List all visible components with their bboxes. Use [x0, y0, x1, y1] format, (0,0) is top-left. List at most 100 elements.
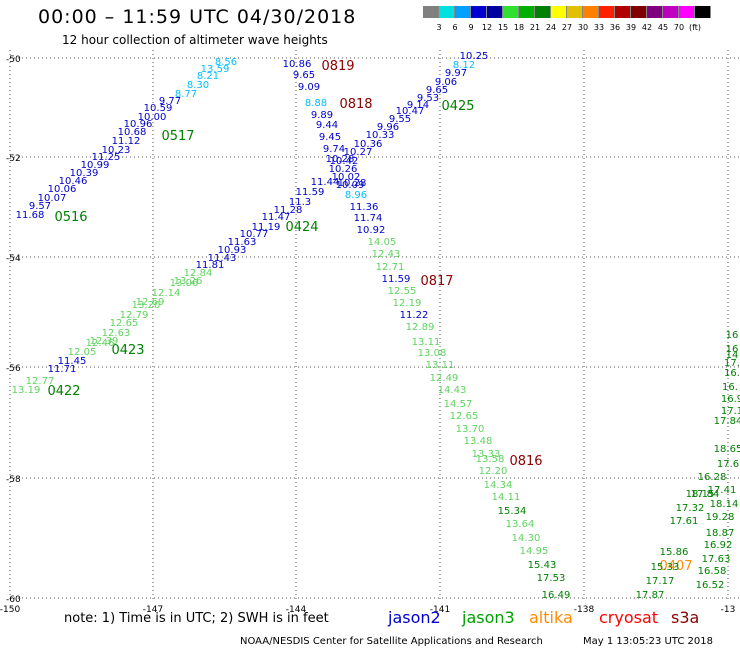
- wave-height-label: 14.43: [438, 385, 467, 396]
- wave-height-label: 11.47: [262, 212, 291, 223]
- legend-label: 42: [641, 23, 653, 32]
- wave-height-label: 8.12: [453, 60, 475, 71]
- wave-height-label: 17.53: [537, 573, 566, 584]
- wave-height-label: 11.12: [112, 136, 141, 147]
- legend-swatch: [583, 6, 599, 18]
- lon-label: -144: [286, 605, 307, 615]
- wave-height-label: 11.59: [296, 187, 325, 198]
- wave-height-label: 12.19: [393, 298, 422, 309]
- wave-height-label: 15.43: [528, 560, 557, 571]
- wave-height-label: 12.84: [184, 268, 213, 279]
- wave-height-label: 10.99: [81, 160, 110, 171]
- legend-swatch: [695, 6, 711, 18]
- wave-height-label: 13.33: [472, 449, 501, 460]
- wave-height-label: 13.48: [464, 436, 493, 447]
- wave-height-label: 12.79: [120, 310, 149, 321]
- wave-height-label: 9.53: [417, 93, 439, 104]
- wave-height-label: 12.05: [68, 347, 97, 358]
- legend-label: 18: [513, 23, 525, 32]
- wave-height-label: 18.15: [686, 489, 715, 500]
- legend-label: 45: [657, 23, 669, 32]
- track-time-labels: 0819 0818 0817 0816 0517 0516 0425 0424 0423 0422…: [47, 59, 692, 574]
- wave-height-label: 11.3: [289, 197, 311, 208]
- wave-height-label: 16.49: [542, 590, 571, 601]
- wave-height-label: 12.14: [152, 288, 181, 299]
- wave-height-label: 11.45: [58, 356, 87, 367]
- wave-height-label: 10.28: [326, 154, 355, 165]
- wave-height-label: 11.19: [252, 222, 281, 233]
- legend-swatch: [519, 6, 535, 18]
- wave-height-label: 10.47: [396, 106, 425, 117]
- lon-label: -147: [143, 605, 163, 615]
- wave-height-label: 17.61: [670, 516, 699, 527]
- wave-height-label: 11.36: [350, 202, 379, 213]
- wave-height-label: 14: [726, 350, 739, 361]
- legend-swatch: [679, 6, 695, 18]
- axis-labels: -50 -52 -54 -56 -58 -60-150 -147 -144 -141 -138 -1…: [0, 55, 735, 615]
- wave-height-label: 17.87: [636, 590, 665, 601]
- wave-height-label: 13.64: [506, 519, 535, 530]
- lon-label: -150: [0, 605, 20, 615]
- legend-swatch: [615, 6, 631, 18]
- wave-height-label: 18.65: [714, 444, 740, 455]
- wave-height-label: 9.45: [319, 132, 341, 143]
- wave-height-label: 10.25: [460, 51, 489, 62]
- wave-height-label: 16.52: [696, 580, 725, 591]
- legend-label: 6: [452, 23, 458, 32]
- wave-height-label: 16.58: [698, 566, 727, 577]
- wave-height-label: 13.08: [418, 348, 447, 359]
- wave-height-label: 10.96: [124, 119, 153, 130]
- wave-height-label: 10.27: [344, 147, 373, 158]
- lat-label: -58: [6, 475, 21, 485]
- track-time-label: 0819: [321, 59, 354, 74]
- legend-label: 21: [529, 23, 541, 32]
- wave-height-label: 16: [726, 344, 739, 355]
- wave-height-label: 17.: [724, 358, 740, 369]
- page-title: 00:00 – 11:59 UTC 04/30/2018: [38, 6, 357, 28]
- legend-swatch: [631, 6, 647, 18]
- wave-height-label: 16.9: [721, 394, 740, 405]
- wave-height-label: 12.43: [372, 249, 401, 260]
- wave-height-label: 12.55: [388, 286, 417, 297]
- wave-height-label: 8.30: [187, 80, 209, 91]
- legend-swatch: [423, 6, 439, 18]
- wave-height-label: 10.28: [338, 178, 367, 189]
- track-time-label: 0423: [111, 343, 144, 358]
- wave-height-label: 12.20: [479, 466, 508, 477]
- wave-height-label: 10.06: [48, 184, 77, 195]
- satellite-jason2: jason2: [388, 608, 441, 627]
- track-time-label: 0425: [441, 99, 474, 114]
- wave-height-label: 8.96: [345, 190, 367, 201]
- legend-label: 39: [625, 23, 637, 32]
- legend-label: 3: [436, 23, 442, 32]
- wave-height-label: 15.86: [660, 547, 689, 558]
- wave-height-label: 10.02: [332, 172, 361, 183]
- satellite-jason3: jason3: [462, 608, 515, 627]
- wave-height-label: 11.44: [311, 177, 340, 188]
- wave-height-label: 10.33: [366, 130, 395, 141]
- wave-height-label: 11.71: [48, 364, 77, 375]
- legend-label: 33: [593, 23, 605, 32]
- wave-height-label: 12.71: [376, 262, 405, 273]
- wave-height-label: 14.05: [368, 237, 397, 248]
- legend-label: 24: [545, 23, 557, 32]
- track-time-label: 0818: [339, 97, 372, 112]
- legend-swatch: [439, 6, 455, 18]
- track-time-label: 0516: [54, 210, 87, 225]
- wave-height-label: 13.19: [12, 385, 41, 396]
- wave-height-label: 9.65: [293, 70, 315, 81]
- track-time-label: 0816: [509, 454, 542, 469]
- footer-generated-time: May 1 13:05:23 UTC 2018: [583, 636, 713, 647]
- legend-swatch: [487, 6, 503, 18]
- wave-height-label: 11.74: [354, 213, 383, 224]
- wave-height-label: 9.65: [426, 85, 448, 96]
- wave-height-label: 12.39: [90, 336, 119, 347]
- lat-label: -54: [6, 254, 21, 264]
- wave-height-label: 13.11: [412, 337, 441, 348]
- wave-height-label: 13.70: [456, 424, 485, 435]
- wave-height-label: 11.81: [196, 260, 225, 271]
- wave-height-label: 8.77: [175, 89, 197, 100]
- wave-height-label: 10.46: [59, 176, 88, 187]
- wave-height-label: 10.09: [336, 180, 365, 191]
- legend-swatch: [551, 6, 567, 18]
